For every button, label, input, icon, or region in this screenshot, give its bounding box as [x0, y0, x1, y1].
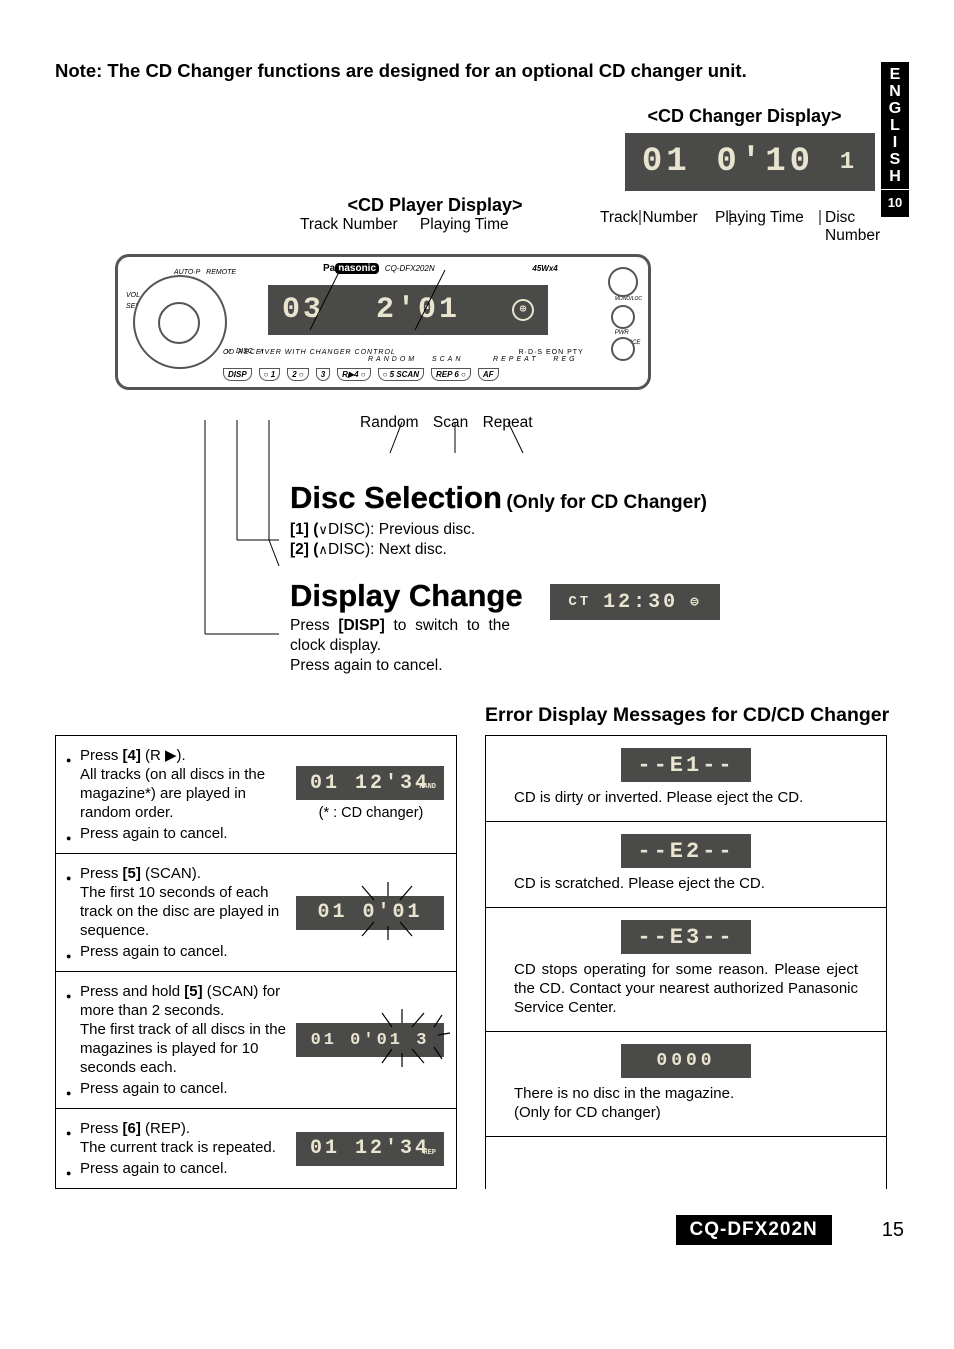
- stereo-circ-icon: ⊕: [512, 299, 534, 321]
- footer-model: CQ-DFX202N: [676, 1215, 832, 1245]
- table-row: --E1-- CD is dirty or inverted. Please e…: [486, 736, 886, 822]
- mini-display: 01 12'34 REP: [296, 1132, 444, 1166]
- callout-time: Playing Time: [715, 209, 804, 227]
- callout-track: Track Number: [600, 209, 698, 227]
- list-item: Press [6] (REP).The current track is rep…: [66, 1119, 286, 1157]
- stereo-power: 45Wx4: [532, 264, 557, 273]
- stereo-model: CQ-DFX202N: [385, 264, 435, 273]
- list-item: Press [4] (R ▶).All tracks (on all discs…: [66, 746, 286, 822]
- mini-display: 01 0'01 3: [296, 1023, 444, 1057]
- stereo-btn: AF: [478, 368, 499, 381]
- table-row: Press [4] (R ▶).All tracks (on all discs…: [56, 736, 456, 854]
- error-display: --E1--: [621, 748, 751, 782]
- stereo-track: 03: [282, 293, 324, 327]
- stereo-btn: ○ 1: [259, 368, 281, 381]
- ct-icon: ⊜: [690, 594, 701, 611]
- brand-main: nasonic: [335, 263, 379, 274]
- mini-display: 01 12'34 RAND: [296, 766, 444, 800]
- stereo-subline: CD RECEIVER WITH CHANGER CONTROL R·D·S E…: [223, 349, 584, 363]
- display-change-body: Press [DISP] to switch to the clock disp…: [290, 616, 510, 676]
- blink-arrows-icon: [292, 1019, 448, 1061]
- side-tab-label: ENGLISH: [889, 66, 901, 185]
- page-footer: CQ-DFX202N 15: [55, 1215, 904, 1245]
- error-text: CD is scratched. Please eject the CD.: [498, 874, 874, 893]
- display-change-section: Display Change Press [DISP] to switch to…: [290, 578, 904, 676]
- playback-labels: Random Scan Repeat: [360, 414, 904, 432]
- table-row: Press [6] (REP).The current track is rep…: [56, 1109, 456, 1189]
- table-row: --E3-- CD stops operating for some reaso…: [486, 908, 886, 1032]
- stereo-brand: Panasonic CQ-DFX202N 45Wx4: [323, 263, 558, 274]
- error-display: 0000: [621, 1044, 751, 1078]
- footer-page: 15: [882, 1219, 904, 1242]
- mini-caption: (* : CD changer): [296, 804, 446, 823]
- stereo-btn: 3: [316, 368, 330, 381]
- stereo-btn: REP 6 ○: [431, 368, 471, 381]
- stereo-btn: DISP: [223, 368, 252, 381]
- stereo-rds: R·D·S EON PTY: [519, 349, 584, 356]
- callout-track2: Track Number: [300, 216, 398, 233]
- label-repeat: Repeat: [483, 414, 533, 431]
- label-scan: Scan: [433, 414, 468, 431]
- list-item: Press again to cancel.: [66, 942, 286, 961]
- table-row: Press [5] (SCAN).The first 10 seconds of…: [56, 854, 456, 972]
- list-item: Press again to cancel.: [66, 824, 286, 843]
- note-text: Note: The CD Changer functions are desig…: [55, 60, 904, 82]
- error-section-title: Error Display Messages for CD/CD Changer: [485, 704, 904, 727]
- table-row: --E2-- CD is scratched. Please eject the…: [486, 822, 886, 908]
- ct-label: CT: [568, 594, 591, 610]
- cd-changer-title: <CD Changer Display>: [585, 106, 904, 127]
- label-random: Random: [360, 414, 419, 431]
- list-item: Press again to cancel.: [66, 1079, 286, 1098]
- stereo-illustration: AUTO·P REMOTE VOL BAND SEL <TUNE> ◀◀TRAC…: [115, 254, 651, 390]
- cd-player-title: <CD Player Display>: [325, 195, 545, 216]
- error-text: There is no disc in the magazine.(Only f…: [498, 1084, 874, 1122]
- error-display: --E2--: [621, 834, 751, 868]
- stereo-btn: 2 ○: [287, 368, 309, 381]
- changer-time: 0'10: [716, 143, 814, 181]
- mini-display: 01 0'01: [296, 896, 444, 930]
- stereo-main-display: 03 2'01 ⊕: [268, 285, 548, 335]
- error-text: CD is dirty or inverted. Please eject th…: [498, 788, 874, 807]
- clock-display: CT 12:30 ⊜: [550, 584, 720, 620]
- list-item: Press [5] (SCAN).The first 10 seconds of…: [66, 864, 286, 940]
- disc-selection-heading: Disc Selection: [290, 480, 502, 515]
- table-row: 0000 There is no disc in the magazine.(O…: [486, 1032, 886, 1137]
- stereo-btn: R▶4 ○: [337, 368, 370, 381]
- error-table: --E1-- CD is dirty or inverted. Please e…: [485, 735, 887, 1189]
- list-item: Press and hold [5] (SCAN) for more than …: [66, 982, 286, 1077]
- table-row: Press and hold [5] (SCAN) for more than …: [56, 972, 456, 1109]
- changer-track: 01: [642, 143, 691, 181]
- changer-callouts: Track Number Playing Time Disc Number: [600, 191, 900, 231]
- callout-time2: Playing Time: [420, 216, 509, 233]
- error-text: CD stops operating for some reason. Plea…: [498, 960, 874, 1017]
- stereo-btn: ○ 5 SCAN: [378, 368, 424, 381]
- list-item: Press again to cancel.: [66, 1159, 286, 1178]
- callout-disc: Disc Number: [825, 209, 900, 245]
- stereo-time: 2'01: [376, 293, 460, 327]
- stereo-bottom-bar: DISP ○ 1 2 ○ 3 R▶4 ○ ○ 5 SCAN REP 6 ○ AF: [223, 368, 638, 381]
- blink-arrows-icon: [292, 892, 448, 934]
- cd-player-callouts: Track Number Playing Time: [300, 216, 560, 234]
- ct-time: 12:30: [603, 591, 678, 614]
- disc-selection-body: [1] (∨DISC): Previous disc. [2] (∧DISC):…: [290, 520, 904, 560]
- cd-changer-display: 01 0'10 1: [625, 133, 875, 191]
- error-display: --E3--: [621, 920, 751, 954]
- disc-selection-section: Disc Selection (Only for CD Changer) [1]…: [290, 480, 904, 560]
- playback-table: Press [4] (R ▶).All tracks (on all discs…: [55, 735, 457, 1189]
- changer-disc: 1: [840, 149, 858, 176]
- disc-selection-subhead: (Only for CD Changer): [506, 492, 707, 513]
- brand-pre: Pa: [323, 263, 335, 274]
